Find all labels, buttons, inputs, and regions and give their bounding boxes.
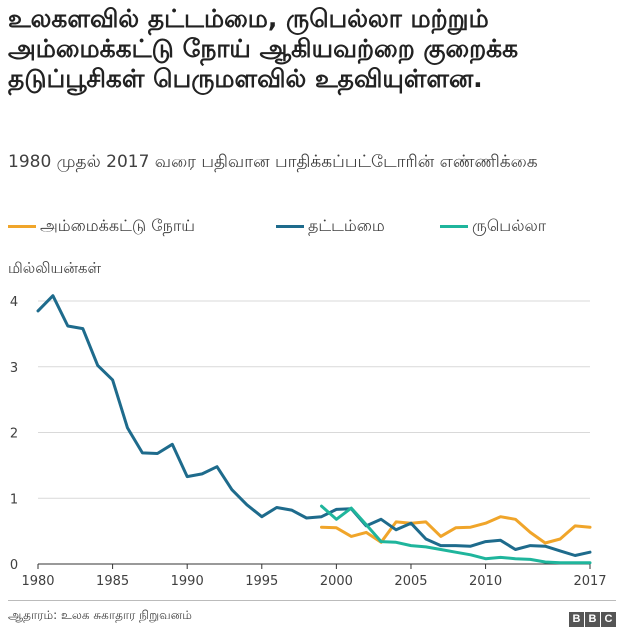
source-note: ஆதாரம்: உலக சுகாதார நிறுவனம்: [8, 608, 192, 622]
bbc-logo-letter: B: [585, 612, 600, 627]
footer-divider: [8, 600, 616, 601]
series-line-rubella: [320, 504, 592, 565]
chart-legend: அம்மைக்கட்டு நோய் தட்டம்மை ருபெல்லா: [8, 214, 618, 238]
y-tick-label: 3: [10, 361, 18, 376]
bbc-logo-letter: B: [569, 612, 584, 627]
series-line-mumps: [320, 515, 592, 545]
x-tick-label: 1985: [96, 574, 129, 589]
y-tick-label: 2: [10, 427, 18, 442]
x-tick-label: 2017: [573, 574, 606, 589]
legend-swatch-rubella: [440, 225, 468, 228]
x-tick-label: 2000: [320, 574, 353, 589]
series-line-measles: [36, 294, 592, 557]
legend-label-rubella: ருபெல்லா: [472, 216, 547, 235]
legend-swatch-measles: [276, 225, 304, 228]
y-tick-label: 4: [10, 295, 18, 310]
bbc-logo-letter: C: [601, 612, 616, 627]
x-tick-label: 1995: [245, 574, 278, 589]
x-tick-label: 2010: [469, 574, 502, 589]
y-axis-label: மில்லியன்கள்: [8, 259, 102, 277]
legend-label-mumps: அம்மைக்கட்டு நோய்: [40, 216, 195, 235]
line-chart: 0 1 2 3 4 1980 1985 1990 1995 2000 2005 2010 2017: [10, 294, 607, 589]
x-tick-label: 2005: [394, 574, 427, 589]
legend-label-measles: தட்டம்மை: [308, 216, 385, 235]
legend-swatch-mumps: [8, 225, 36, 228]
x-tick-label: 1990: [171, 574, 204, 589]
chart-subtitle: 1980 முதல் 2017 வரை பதிவான பாதிக்கப்பட்ட…: [8, 152, 538, 172]
y-tick-label: 1: [10, 492, 18, 507]
x-tick-label: 1980: [21, 574, 54, 589]
chart-title: உலகளவில் தட்டம்மை, ருபெல்லா மற்றும் அம்ம…: [8, 4, 519, 93]
y-tick-label: 0: [10, 558, 18, 573]
